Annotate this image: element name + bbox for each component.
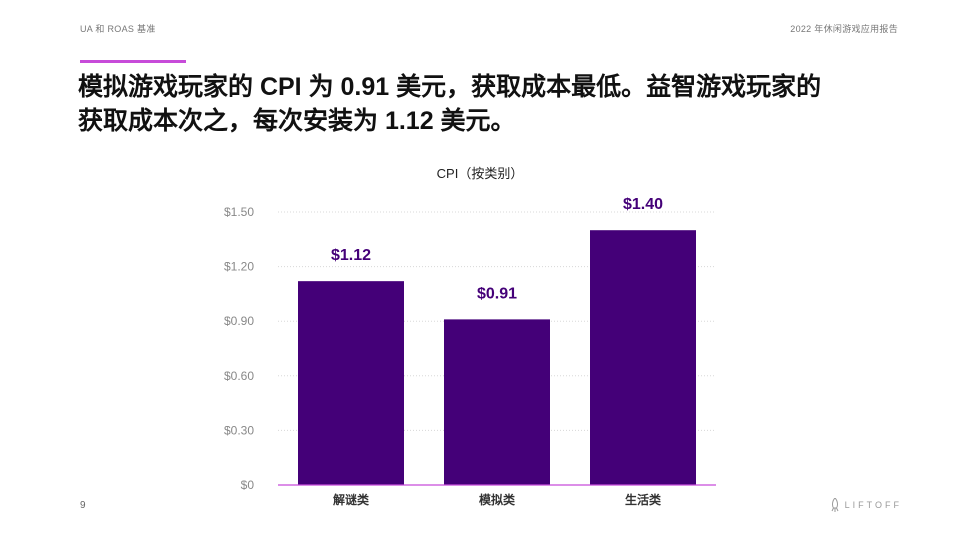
y-tick-label: $0.30 <box>224 423 254 437</box>
y-tick-label: $0.60 <box>224 369 254 383</box>
y-tick-label: $1.50 <box>224 205 254 219</box>
data-label: $1.40 <box>623 196 663 213</box>
liftoff-logo: LIFTOFF <box>830 498 902 512</box>
header-report-title: 2022 年休闲游戏应用报告 <box>790 24 898 34</box>
data-label: $0.91 <box>477 285 517 302</box>
logo-text: LIFTOFF <box>844 500 902 510</box>
x-tick-label: 解谜类 <box>333 492 370 507</box>
x-tick-label: 生活类 <box>625 492 662 507</box>
y-tick-label: $0.90 <box>224 314 254 328</box>
y-tick-label: $0 <box>241 478 255 492</box>
accent-line <box>80 60 186 63</box>
page-title-line-1: 模拟游戏玩家的 CPI 为 0.91 美元，获取成本最低。益智游戏玩家的 <box>78 73 822 101</box>
header-section-label: UA 和 ROAS 基准 <box>80 24 156 34</box>
bar <box>444 319 550 485</box>
page-number: 9 <box>80 500 86 511</box>
data-label: $1.12 <box>331 247 371 264</box>
bar <box>590 230 696 485</box>
page-title-line-2: 获取成本次之，每次安装为 1.12 美元。 <box>78 107 516 135</box>
y-tick-label: $1.20 <box>224 260 254 274</box>
rocket-icon <box>831 498 839 512</box>
chart-title: CPI（按类别） <box>436 166 524 181</box>
x-tick-label: 模拟类 <box>479 492 516 507</box>
page-title: 模拟游戏玩家的 CPI 为 0.91 美元，获取成本最低。益智游戏玩家的 获取成… <box>78 70 878 138</box>
bar <box>298 281 404 485</box>
